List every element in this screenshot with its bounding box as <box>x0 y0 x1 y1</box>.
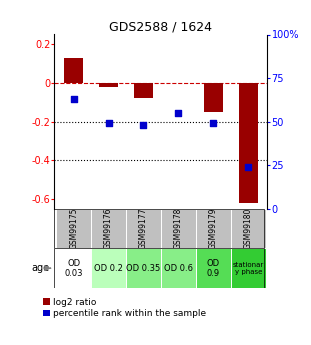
Point <box>246 164 251 170</box>
Text: GSM99176: GSM99176 <box>104 208 113 249</box>
Bar <box>91 209 126 248</box>
Point <box>211 121 216 126</box>
Bar <box>56 248 91 288</box>
Text: stationar
y phase: stationar y phase <box>233 262 264 275</box>
Text: GSM99178: GSM99178 <box>174 208 183 249</box>
Bar <box>231 209 266 248</box>
Bar <box>161 209 196 248</box>
Bar <box>99 83 118 87</box>
Text: OD
0.03: OD 0.03 <box>64 258 83 278</box>
Text: OD
0.9: OD 0.9 <box>207 258 220 278</box>
Bar <box>196 209 231 248</box>
Bar <box>231 248 266 288</box>
Text: OD 0.35: OD 0.35 <box>126 264 160 273</box>
Point <box>176 110 181 116</box>
Text: OD 0.2: OD 0.2 <box>94 264 123 273</box>
Bar <box>196 248 231 288</box>
Text: OD 0.6: OD 0.6 <box>164 264 193 273</box>
Bar <box>126 209 161 248</box>
Bar <box>126 248 161 288</box>
Text: GSM99179: GSM99179 <box>209 208 218 249</box>
Text: GSM99175: GSM99175 <box>69 208 78 249</box>
Bar <box>204 83 223 112</box>
Text: GSM99177: GSM99177 <box>139 208 148 249</box>
Bar <box>56 209 91 248</box>
Point <box>71 96 76 102</box>
Bar <box>91 248 126 288</box>
Bar <box>161 248 196 288</box>
Bar <box>239 83 258 203</box>
Bar <box>64 58 83 83</box>
Legend: log2 ratio, percentile rank within the sample: log2 ratio, percentile rank within the s… <box>44 298 207 318</box>
Title: GDS2588 / 1624: GDS2588 / 1624 <box>109 20 212 33</box>
Point <box>141 122 146 128</box>
Text: GSM99180: GSM99180 <box>244 208 253 249</box>
Point <box>106 121 111 126</box>
Bar <box>134 83 153 98</box>
Text: age: age <box>31 263 49 273</box>
